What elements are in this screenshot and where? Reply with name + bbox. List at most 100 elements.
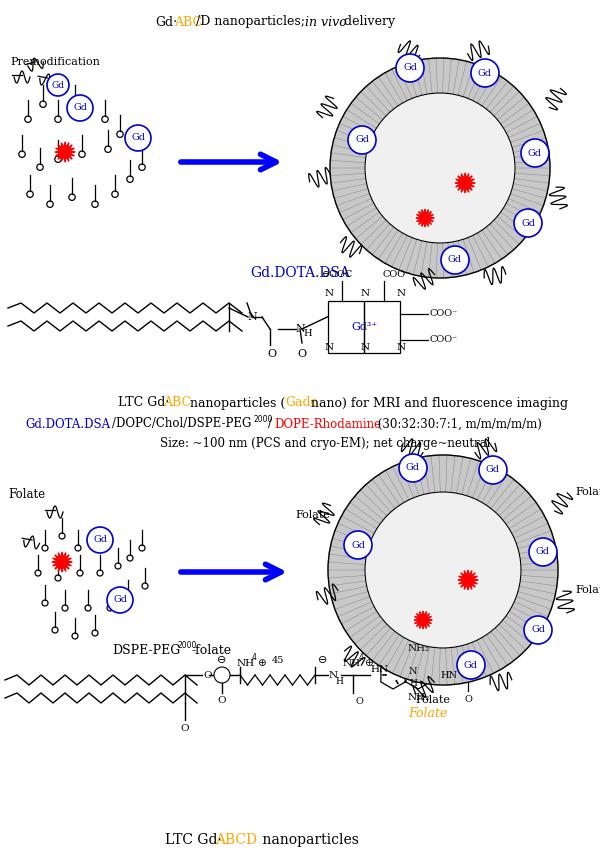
Text: N: N — [397, 289, 406, 298]
Text: ABCD: ABCD — [215, 833, 257, 847]
Text: ⊕: ⊕ — [257, 658, 266, 668]
Text: Folate: Folate — [409, 707, 448, 720]
Text: Gd: Gd — [528, 148, 542, 158]
Text: Folate: Folate — [295, 510, 330, 520]
Text: NH: NH — [237, 658, 255, 668]
Text: nano) for MRI and fluorescence imaging: nano) for MRI and fluorescence imaging — [311, 397, 568, 410]
Circle shape — [328, 455, 558, 685]
Polygon shape — [455, 173, 475, 193]
Text: H: H — [304, 328, 313, 338]
Text: ⊖OOC: ⊖OOC — [322, 270, 353, 279]
Text: LTC Gd·: LTC Gd· — [165, 833, 222, 847]
Text: Gd: Gd — [351, 540, 365, 550]
Text: DOPE-Rhodamine: DOPE-Rhodamine — [274, 417, 381, 430]
Polygon shape — [414, 611, 432, 629]
Text: NH₂: NH₂ — [407, 693, 430, 702]
Text: Gd: Gd — [521, 218, 535, 228]
Circle shape — [344, 531, 372, 559]
Text: /: / — [268, 417, 272, 430]
Text: Gado: Gado — [285, 397, 318, 410]
Circle shape — [396, 54, 424, 82]
Text: 2000: 2000 — [178, 641, 197, 650]
Text: N: N — [409, 667, 418, 675]
Text: O: O — [355, 697, 363, 706]
Text: Gd: Gd — [406, 463, 420, 473]
Circle shape — [524, 616, 552, 644]
Text: Gd: Gd — [52, 81, 65, 89]
Text: nanoparticles (: nanoparticles ( — [186, 397, 286, 410]
Text: -folate: -folate — [192, 643, 232, 656]
Text: C: C — [465, 670, 473, 680]
Text: P: P — [218, 670, 226, 680]
Text: COO⁻: COO⁻ — [382, 270, 410, 279]
Circle shape — [514, 209, 542, 237]
Text: 2000: 2000 — [254, 415, 274, 423]
Text: NH₂: NH₂ — [407, 644, 430, 653]
Circle shape — [47, 74, 69, 96]
Text: N: N — [247, 312, 257, 322]
Text: N: N — [397, 343, 406, 352]
Circle shape — [365, 93, 515, 243]
Text: O: O — [464, 695, 472, 704]
Text: Gd: Gd — [448, 255, 462, 264]
Text: N: N — [325, 289, 334, 298]
Text: Gd: Gd — [486, 466, 500, 475]
Text: Gd: Gd — [73, 104, 87, 113]
Text: Premodification: Premodification — [10, 57, 100, 67]
Text: H: H — [409, 678, 417, 688]
Text: H: H — [335, 676, 343, 686]
Text: 4: 4 — [359, 652, 364, 662]
Text: ⊖: ⊖ — [319, 655, 328, 665]
Text: Gd³⁺: Gd³⁺ — [351, 322, 377, 332]
Circle shape — [441, 246, 469, 274]
Circle shape — [457, 651, 485, 679]
Text: O: O — [203, 670, 212, 680]
Text: Gd: Gd — [113, 596, 127, 604]
Text: /D nanoparticles;: /D nanoparticles; — [196, 16, 309, 29]
Text: DSPE-PEG: DSPE-PEG — [112, 643, 180, 656]
Text: Gd: Gd — [478, 68, 492, 77]
Text: Folate: Folate — [575, 585, 600, 595]
Text: nanoparticles: nanoparticles — [258, 833, 359, 847]
Text: COO⁻: COO⁻ — [430, 335, 458, 345]
Circle shape — [399, 454, 427, 482]
Text: in vivo: in vivo — [305, 16, 347, 29]
Text: N: N — [295, 324, 305, 334]
Text: Size: ~100 nm (PCS and cryo-EM); net charge~neutral: Size: ~100 nm (PCS and cryo-EM); net cha… — [160, 436, 490, 449]
Text: Gd.DOTA.DSA: Gd.DOTA.DSA — [250, 266, 350, 280]
Circle shape — [471, 59, 499, 87]
Text: (30:32:30:7:1, m/m/m/m/m): (30:32:30:7:1, m/m/m/m/m) — [374, 417, 542, 430]
Text: Gd: Gd — [403, 63, 417, 73]
Text: LTC Gd·: LTC Gd· — [118, 397, 169, 410]
Text: O: O — [218, 696, 226, 705]
Text: ABC: ABC — [174, 16, 202, 29]
Circle shape — [365, 492, 521, 648]
Polygon shape — [52, 552, 72, 572]
Text: ABC: ABC — [163, 397, 191, 410]
Text: ⊕: ⊕ — [364, 658, 373, 668]
Circle shape — [125, 125, 151, 151]
Text: HN: HN — [370, 664, 388, 674]
Text: /DOPC/Chol/DSPE-PEG: /DOPC/Chol/DSPE-PEG — [112, 417, 251, 430]
Circle shape — [87, 527, 113, 553]
Circle shape — [521, 139, 549, 167]
Text: N: N — [361, 289, 370, 298]
Text: N: N — [361, 343, 370, 352]
Circle shape — [529, 538, 557, 566]
Text: N: N — [325, 343, 334, 352]
Text: COO⁻: COO⁻ — [430, 309, 458, 319]
Text: 4: 4 — [252, 652, 257, 662]
Circle shape — [330, 58, 550, 278]
Text: Gd: Gd — [531, 625, 545, 635]
Text: O: O — [181, 724, 190, 733]
Text: Gd: Gd — [536, 547, 550, 557]
Text: Folate: Folate — [8, 488, 45, 501]
Text: O: O — [298, 349, 307, 359]
Polygon shape — [416, 209, 434, 227]
Text: O: O — [268, 349, 277, 359]
Text: 45: 45 — [271, 656, 284, 665]
Text: Folate: Folate — [415, 695, 450, 705]
Circle shape — [107, 587, 133, 613]
Text: Gd·: Gd· — [155, 16, 177, 29]
Text: Gd: Gd — [131, 133, 145, 143]
